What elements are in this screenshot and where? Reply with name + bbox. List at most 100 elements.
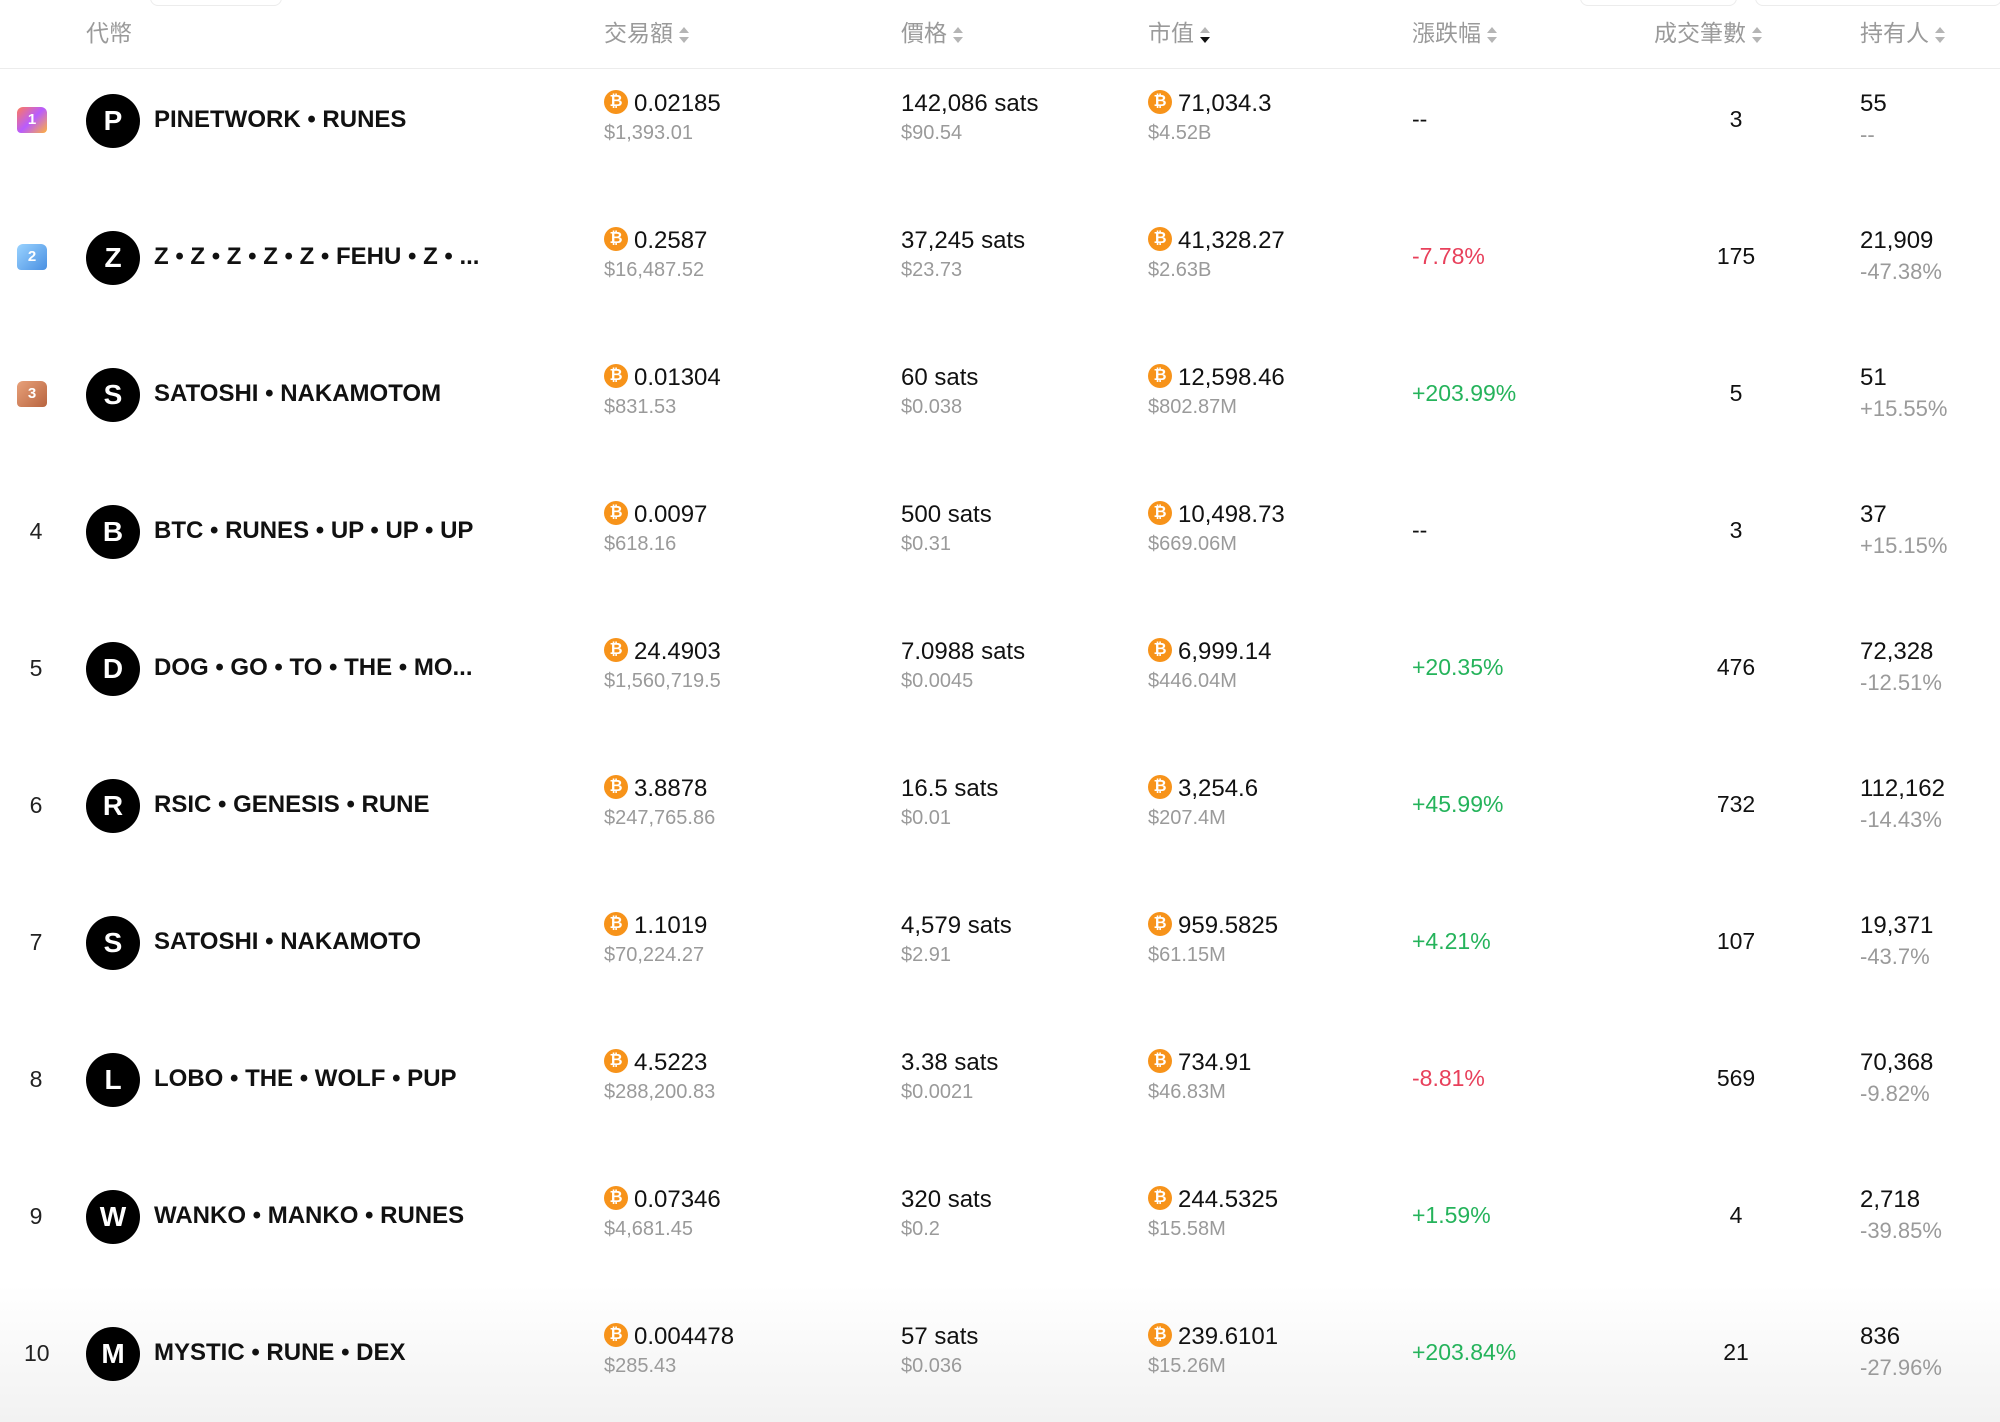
holders-cell: 37 +15.15% <box>1860 499 1947 559</box>
rank-number: 10 <box>24 1339 50 1366</box>
sort-arrows-icon[interactable] <box>953 26 963 44</box>
holders-change: -43.7% <box>1860 943 1930 969</box>
column-header-market-cap[interactable]: 市值 <box>1148 14 1210 48</box>
price-sats: 60 sats <box>901 363 979 391</box>
holders-change: -- <box>1860 121 1875 147</box>
token-avatar: S <box>86 915 140 970</box>
market-cap-usd: $15.26M <box>1148 1354 1226 1377</box>
trade-count: 476 <box>1716 653 1756 680</box>
volume-cell: ₿ 1.1019 $70,224.27 <box>604 910 707 967</box>
token-name[interactable]: LOBO • THE • WOLF • PUP <box>154 1064 457 1092</box>
holders-change: -9.82% <box>1860 1080 1930 1106</box>
table-row[interactable]: 1 P PINETWORK • RUNES ₿ 0.02185 $1,393.01 142,… <box>0 52 2000 189</box>
holders-count: 21,909 <box>1860 226 1934 254</box>
token-name[interactable]: MYSTIC • RUNE • DEX <box>154 1338 406 1366</box>
token-name[interactable]: BTC • RUNES • UP • UP • UP <box>154 516 474 544</box>
price-sats: 7.0988 sats <box>901 637 1026 665</box>
holders-count: 19,371 <box>1860 911 1934 939</box>
price-change: +203.99% <box>1412 379 1517 406</box>
column-header-trades[interactable]: 成交筆數 <box>1654 14 1762 48</box>
bitcoin-icon: ₿ <box>604 501 628 526</box>
bitcoin-icon: ₿ <box>604 912 628 937</box>
table-row[interactable]: 9 W WANKO • MANKO • RUNES ₿ 0.07346 $4,681.45… <box>0 1148 2000 1285</box>
table-row[interactable]: 10 M MYSTIC • RUNE • DEX ₿ 0.004478 $285.43 57… <box>0 1285 2000 1422</box>
market-cap-usd: $446.04M <box>1148 669 1237 692</box>
price-usd: $0.0021 <box>901 1080 974 1103</box>
column-header-token: 代幣 <box>86 20 132 46</box>
market-cap-btc: 3,254.6 <box>1178 774 1259 802</box>
column-header-holders[interactable]: 持有人 <box>1860 14 1945 48</box>
token-avatar: P <box>86 93 140 148</box>
token-name[interactable]: SATOSHI • NAKAMOTOM <box>154 379 442 407</box>
trade-count: 21 <box>1723 1338 1749 1365</box>
token-name[interactable]: Z • Z • Z • Z • Z • FEHU • Z • ... <box>154 242 480 270</box>
crown-rank-icon: 1 <box>17 106 47 133</box>
column-header-change[interactable]: 漲跌幅 <box>1412 14 1497 48</box>
table-row[interactable]: 7 S SATOSHI • NAKAMOTO ₿ 1.1019 $70,224.27 4,5… <box>0 874 2000 1011</box>
holders-count: 836 <box>1860 1322 1901 1350</box>
holders-change: -39.85% <box>1860 1217 1942 1243</box>
holders-count: 51 <box>1860 363 1887 391</box>
crown-rank-icon: 3 <box>17 380 47 407</box>
market-cap-cell: ₿ 6,999.14 $446.04M <box>1148 636 1271 693</box>
price-cell: 16.5 sats $0.01 <box>901 773 998 830</box>
volume-usd: $285.43 <box>604 1354 677 1377</box>
holders-count: 112,162 <box>1860 774 1945 802</box>
price-cell: 37,245 sats $23.73 <box>901 225 1025 282</box>
price-sats: 57 sats <box>901 1322 979 1350</box>
bitcoin-icon: ₿ <box>604 227 628 252</box>
price-usd: $0.038 <box>901 395 963 418</box>
table-header: 代幣 交易額 價格 市值 漲跌幅 成交筆數 持有人 <box>0 0 2000 69</box>
sort-arrows-icon[interactable] <box>1935 26 1945 44</box>
token-name[interactable]: WANKO • MANKO • RUNES <box>154 1201 465 1229</box>
token-avatar: B <box>86 504 140 559</box>
token-name[interactable]: DOG • GO • TO • THE • MO... <box>154 653 473 681</box>
sort-desc-icon[interactable] <box>1200 26 1210 44</box>
market-cap-btc: 10,498.73 <box>1178 500 1285 528</box>
price-usd: $0.01 <box>901 806 952 829</box>
table-row[interactable]: 5 D DOG • GO • TO • THE • MO... ₿ 24.4903 $1,… <box>0 600 2000 737</box>
sort-arrows-icon[interactable] <box>679 26 689 44</box>
market-cap-usd: $207.4M <box>1148 806 1226 829</box>
token-avatar: D <box>86 641 140 696</box>
market-cap-btc: 71,034.3 <box>1178 89 1272 117</box>
price-change: -8.81% <box>1412 1064 1485 1091</box>
price-change: +203.84% <box>1412 1338 1517 1365</box>
table-row[interactable]: 8 L LOBO • THE • WOLF • PUP ₿ 4.5223 $288,200… <box>0 1011 2000 1148</box>
price-change: +45.99% <box>1412 790 1504 817</box>
token-name[interactable]: RSIC • GENESIS • RUNE <box>154 790 430 818</box>
price-cell: 60 sats $0.038 <box>901 362 978 419</box>
holders-cell: 51 +15.55% <box>1860 362 1947 422</box>
bitcoin-icon: ₿ <box>1148 1323 1172 1348</box>
price-cell: 7.0988 sats $0.0045 <box>901 636 1025 693</box>
sort-arrows-icon[interactable] <box>1752 26 1762 44</box>
rank-number: 5 <box>29 654 43 681</box>
table-row[interactable]: 4 B BTC • RUNES • UP • UP • UP ₿ 0.0097 $618.… <box>0 463 2000 600</box>
volume-cell: ₿ 0.004478 $285.43 <box>604 1321 734 1378</box>
bitcoin-icon: ₿ <box>1148 501 1172 526</box>
bitcoin-icon: ₿ <box>1148 90 1172 115</box>
token-name[interactable]: SATOSHI • NAKAMOTO <box>154 927 422 955</box>
rank-number: 8 <box>29 1065 43 1092</box>
price-change: -- <box>1412 516 1428 543</box>
bitcoin-icon: ₿ <box>604 90 628 115</box>
bitcoin-icon: ₿ <box>1148 1049 1172 1074</box>
table-row[interactable]: 3 S SATOSHI • NAKAMOTOM ₿ 0.01304 $831.53 60 s… <box>0 326 2000 463</box>
token-avatar: W <box>86 1189 140 1244</box>
volume-btc: 0.2587 <box>634 226 708 254</box>
volume-btc: 0.0097 <box>634 500 708 528</box>
column-header-volume[interactable]: 交易額 <box>604 14 689 48</box>
token-name[interactable]: PINETWORK • RUNES <box>154 105 407 133</box>
sort-arrows-icon[interactable] <box>1487 26 1497 44</box>
top-tab-outline <box>150 0 282 6</box>
table-row[interactable]: 6 R RSIC • GENESIS • RUNE ₿ 3.8878 $247,765.8… <box>0 737 2000 874</box>
trade-count: 3 <box>1729 516 1743 543</box>
holders-cell: 19,371 -43.7% <box>1860 910 1933 970</box>
price-usd: $23.73 <box>901 258 963 281</box>
price-usd: $90.54 <box>901 121 963 144</box>
volume-cell: ₿ 0.01304 $831.53 <box>604 362 721 419</box>
volume-btc: 4.5223 <box>634 1048 708 1076</box>
column-header-price[interactable]: 價格 <box>901 14 963 48</box>
holders-cell: 21,909 -47.38% <box>1860 225 1942 285</box>
